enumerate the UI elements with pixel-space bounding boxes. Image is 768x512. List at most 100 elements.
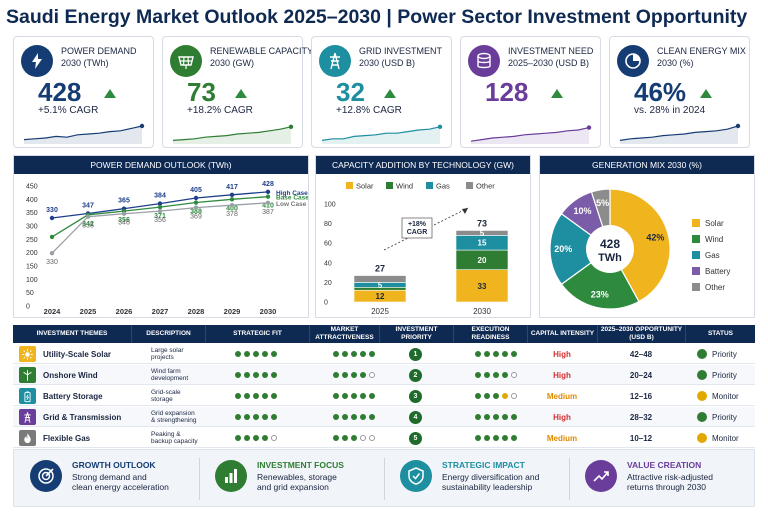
legend-swatch [692,251,700,259]
fit-rating [235,365,280,385]
data-label: 356 [118,217,130,224]
rating-dot [271,393,277,399]
page-title: Saudi Energy Market Outlook 2025–2030 | … [6,6,748,28]
cagr-callout-text: +18% [408,221,427,228]
rating-dot [502,435,508,441]
rating-dot [235,351,241,357]
summary-title: GROWTH OUTLOOK [72,460,156,470]
capital-intensity: High [553,412,571,422]
rating-dot [333,351,339,357]
sparkline-area [471,127,589,144]
column-header: 2025–2030 OPPORTUNITY (USD B) [597,325,685,343]
priority-badge: 3 [409,389,422,403]
bar-value-label: 5 [480,229,485,238]
data-label: 384 [154,193,166,200]
description-line: backup capacity [151,438,198,445]
rating-dot [475,393,481,399]
data-point [193,195,199,201]
legend-label: Battery [705,267,730,276]
sun-icon [22,348,33,360]
flame-icon [24,432,31,443]
rating-dot [235,393,241,399]
kpi-label-line: 2030 (TWh) [61,58,109,68]
x-tick-label: 2024 [44,307,62,316]
summary-text-line: clean energy acceleration [72,482,169,492]
rating-dot [244,351,250,357]
cagr-callout-text: CAGR [407,229,428,236]
data-point [157,208,163,214]
lightning-icon [32,53,42,69]
description-line: Grid expansion [151,409,195,417]
rating-dot [244,435,250,441]
table-row[interactable]: Battery Storage Grid-scale storage 3 Medium 1… [13,386,755,406]
y-tick-label: 250 [26,237,38,244]
table-row[interactable]: Flexible Gas Peaking & backup capacity 5 Med… [13,428,755,448]
theme-name: Utility-Scale Solar [43,349,112,359]
priority-badge: 1 [409,347,422,361]
kpi-label-line: CLEAN ENERGY MIX [657,46,746,56]
kpi-subtext: +12.8% CAGR [336,105,402,116]
attr-rating [333,344,378,364]
legend-label: Other [476,182,495,191]
shield-badge [400,460,432,492]
demand-panel: POWER DEMAND OUTLOOK (TWh) 0 50 100 150 200 2… [13,155,309,318]
pie-slice [609,188,671,303]
kpi-card: INVESTMENT NEED 2025–2030 (USD B) 128 [460,36,601,148]
fit-rating [235,344,280,364]
data-label: 388 [190,209,202,216]
column-header: CAPITAL INTENSITY [527,325,597,343]
rating-dot [253,351,259,357]
data-point [229,197,235,202]
rating-dot [493,351,499,357]
status-badge: Priority [697,344,737,364]
table-row[interactable]: Grid & Transmission Grid expansion & stren… [13,407,755,427]
data-point [193,205,199,210]
bar-segment [455,230,509,236]
rating-dot [493,372,499,378]
data-point [193,200,199,205]
battery-badge [19,388,36,404]
table-row[interactable]: Utility-Scale Solar Large solar projects 1 H… [13,344,755,364]
data-label: 346 [118,220,130,227]
theme-description: Grid expansion & strengthening [151,407,197,427]
kpi-sparkline [172,124,294,144]
table-row[interactable]: Onshore Wind Wind farm development 2 High 20–… [13,365,755,385]
trend-up-arrow-icon [104,89,116,98]
theme-name: Battery Storage [43,391,103,401]
opportunity-range: 42–48 [629,349,653,359]
legend-swatch [692,235,700,243]
status-dot [697,349,707,359]
column-header: EXECUTION READINESS [453,325,527,343]
rating-dot [342,372,348,378]
target-icon [38,468,54,484]
rating-dot [484,435,490,441]
pie-chart-icon [625,53,641,69]
kpi-sparkline [23,123,145,144]
kpi-label-line: INVESTMENT NEED [508,46,594,56]
description-line: projects [151,354,174,361]
bar-chart-badge [215,460,247,492]
kpi-label-line: 2030 (GW) [210,58,255,68]
rating-dot [475,435,481,441]
attr-rating [333,428,378,448]
summary-title: VALUE CREATION [627,460,702,470]
transmission-tower-badge [319,45,351,77]
column-header: INVESTMENT THEMES [13,325,131,343]
status-dot [697,412,707,422]
legend-label: Solar [705,219,724,228]
target-badge [30,460,62,492]
mix-panel-title: GENERATION MIX 2030 (%) [540,156,754,174]
kpi-subtext: +18.2% CAGR [187,105,253,116]
priority-badge: 2 [409,368,422,382]
summary-text: Energy diversification and sustainability… [442,472,539,492]
trend-up-badge [585,460,617,492]
divider [199,458,200,500]
y-tick-label: 40 [324,260,332,267]
summary-text-line: Attractive risk-adjusted [627,472,713,482]
sparkline-endpoint [586,125,592,130]
status-badge: Priority [697,407,737,427]
opportunity-range: 10–12 [629,433,653,443]
rating-dot [244,393,250,399]
kpi-label-line: 2030 (%) [657,58,694,68]
rating-dot [244,414,250,420]
